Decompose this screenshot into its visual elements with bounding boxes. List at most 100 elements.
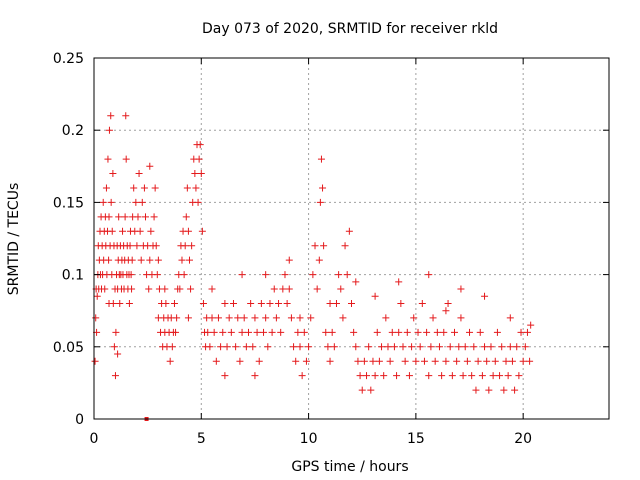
data-point — [194, 198, 202, 206]
data-point — [245, 328, 252, 336]
data-point — [170, 299, 178, 307]
data-point — [313, 285, 321, 293]
data-point — [296, 314, 304, 322]
data-point — [414, 328, 422, 336]
data-point — [335, 271, 343, 279]
data-point — [101, 285, 109, 293]
data-point — [166, 357, 174, 365]
data-point — [521, 343, 529, 351]
data-point — [183, 184, 191, 192]
data-point — [476, 328, 484, 336]
data-point — [481, 343, 489, 351]
x-axis-label: GPS time / hours — [291, 459, 408, 475]
data-point — [410, 314, 418, 322]
data-point — [491, 357, 499, 365]
y-tick-label: 0.05 — [53, 340, 84, 356]
data-point — [151, 184, 159, 192]
data-point — [339, 314, 347, 322]
data-point — [127, 271, 135, 279]
data-point — [397, 299, 405, 307]
data-point — [221, 372, 229, 380]
x-tick-label: 0 — [90, 431, 99, 447]
data-point — [365, 343, 373, 351]
data-point — [208, 285, 216, 293]
data-point — [384, 343, 392, 351]
data-point — [128, 256, 136, 264]
data-point — [272, 314, 280, 322]
data-point — [227, 328, 235, 336]
data-point — [197, 170, 205, 178]
data-point — [478, 372, 486, 380]
data-point — [300, 328, 308, 336]
plot-frame — [93, 57, 610, 420]
data-point — [395, 328, 403, 336]
data-point — [105, 213, 113, 221]
grid-lines — [94, 58, 609, 419]
data-point — [116, 299, 124, 307]
data-point — [332, 299, 340, 307]
data-point — [360, 357, 368, 365]
data-point — [91, 357, 99, 365]
data-point — [457, 314, 465, 322]
data-point — [438, 372, 446, 380]
data-point — [285, 256, 293, 264]
data-point — [416, 343, 424, 351]
data-point — [350, 328, 358, 336]
data-point — [354, 357, 362, 365]
data-point — [181, 242, 189, 250]
data-point — [474, 357, 482, 365]
data-point — [270, 285, 278, 293]
data-point — [122, 155, 130, 163]
data-point — [238, 271, 246, 279]
data-point — [115, 213, 123, 221]
data-point — [442, 307, 450, 315]
data-point — [367, 386, 375, 394]
data-point — [393, 372, 401, 380]
data-point — [315, 256, 323, 264]
data-point — [309, 271, 317, 279]
data-point — [132, 198, 140, 206]
data-point — [425, 372, 433, 380]
data-point — [134, 213, 142, 221]
data-point — [369, 357, 377, 365]
data-point — [212, 357, 220, 365]
data-point — [433, 328, 441, 336]
data-point — [305, 343, 313, 351]
data-point — [253, 328, 261, 336]
data-point — [135, 170, 143, 178]
data-point — [466, 328, 474, 336]
data-point — [382, 314, 390, 322]
data-point — [210, 328, 218, 336]
data-point — [356, 372, 364, 380]
data-point — [198, 227, 206, 235]
data-point — [138, 198, 146, 206]
data-point — [251, 314, 259, 322]
data-point — [420, 357, 428, 365]
x-tick-label: 15 — [407, 431, 425, 447]
data-point — [225, 314, 233, 322]
data-point — [446, 343, 454, 351]
data-point — [110, 343, 118, 351]
data-point — [388, 328, 396, 336]
data-point — [277, 328, 285, 336]
data-point — [453, 357, 461, 365]
data-point — [154, 256, 162, 264]
data-point — [196, 141, 204, 149]
data-point — [206, 343, 214, 351]
data-point — [107, 112, 115, 120]
y-tick-label: 0.25 — [53, 51, 84, 67]
data-point — [260, 328, 268, 336]
data-point — [526, 357, 534, 365]
data-point — [440, 328, 448, 336]
data-point — [508, 357, 516, 365]
data-point — [287, 314, 295, 322]
data-point — [173, 314, 181, 322]
data-point — [322, 328, 330, 336]
data-point — [187, 285, 195, 293]
data-point — [234, 314, 242, 322]
data-point — [527, 321, 535, 329]
y-axis-label: SRMTID / TECUs — [6, 183, 22, 296]
data-point — [102, 184, 110, 192]
data-point — [307, 314, 315, 322]
y-tick-label: 0.1 — [62, 268, 84, 284]
